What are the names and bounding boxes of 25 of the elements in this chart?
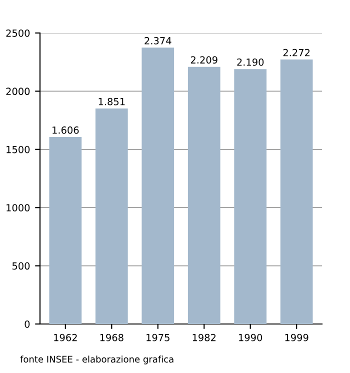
y-tick-label: 500 <box>12 262 30 270</box>
x-tick-label: 1982 <box>192 334 216 342</box>
x-tick-label: 1968 <box>100 334 124 342</box>
x-tick-label: 1962 <box>54 334 77 342</box>
data-label: 1.606 <box>52 126 79 134</box>
bar <box>142 48 174 324</box>
source-note: fonte INSEE - elaborazione grafica <box>20 356 174 364</box>
bar <box>280 60 313 324</box>
y-tick-label: 0 <box>24 320 30 328</box>
y-tick-label: 2500 <box>6 29 30 37</box>
bar <box>188 66 220 324</box>
data-label: 1.851 <box>98 98 125 106</box>
bar <box>234 69 267 324</box>
bar <box>95 108 128 324</box>
data-label: 2.272 <box>283 48 310 56</box>
y-tick-label: 1500 <box>6 146 30 154</box>
x-tick-label: 1975 <box>146 334 170 342</box>
x-tick-label: 1990 <box>239 334 262 342</box>
data-label: 2.190 <box>237 58 264 66</box>
x-tick-label: 1999 <box>285 334 308 342</box>
data-label: 2.374 <box>144 37 172 44</box>
bar <box>49 137 82 324</box>
y-tick-label: 2000 <box>6 88 30 96</box>
data-label: 2.209 <box>190 56 218 64</box>
y-tick-label: 1000 <box>6 204 30 212</box>
